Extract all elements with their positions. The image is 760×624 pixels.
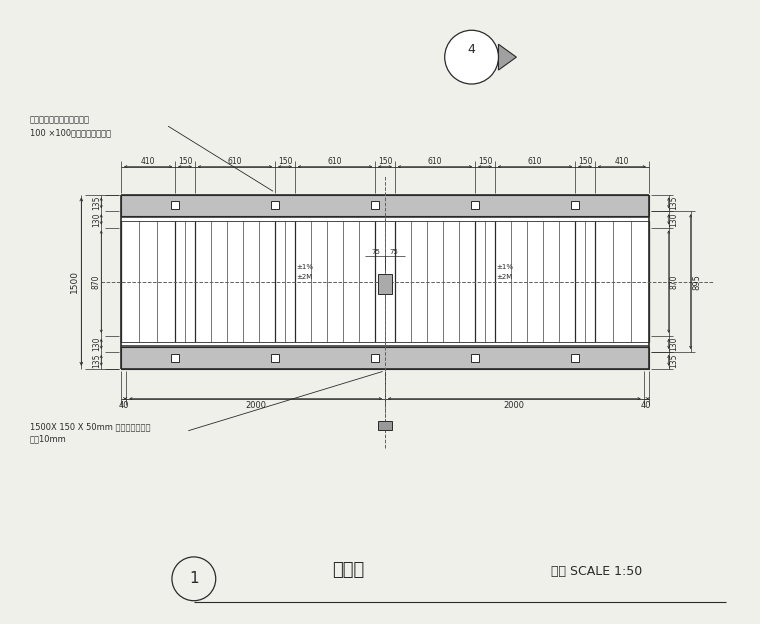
Text: 135: 135 xyxy=(670,196,678,210)
Text: 135: 135 xyxy=(92,196,101,210)
Bar xyxy=(571,354,579,362)
Text: 610: 610 xyxy=(328,157,342,166)
Text: 1: 1 xyxy=(189,572,198,587)
Text: 40: 40 xyxy=(641,401,651,410)
Text: 75: 75 xyxy=(390,249,398,255)
Text: 1500: 1500 xyxy=(70,270,79,293)
Text: 610: 610 xyxy=(228,157,242,166)
Text: 870: 870 xyxy=(92,275,101,289)
Text: 平面图: 平面图 xyxy=(332,561,364,579)
Bar xyxy=(371,354,379,362)
Bar xyxy=(471,354,479,362)
Bar xyxy=(271,202,279,210)
Text: ±2M: ±2M xyxy=(296,274,313,280)
Text: 2000: 2000 xyxy=(245,401,266,410)
Text: 130: 130 xyxy=(670,212,678,227)
Bar xyxy=(378,274,392,293)
Bar xyxy=(271,354,279,362)
Bar xyxy=(171,354,179,362)
Text: 1500X 150 X 50mm 樿子板防露水板: 1500X 150 X 50mm 樿子板防露水板 xyxy=(30,422,150,431)
Text: 610: 610 xyxy=(428,157,442,166)
Bar xyxy=(121,347,649,369)
Text: 150: 150 xyxy=(378,157,392,166)
Bar xyxy=(378,421,392,431)
Bar xyxy=(121,195,649,369)
Bar xyxy=(371,202,379,210)
Text: 135: 135 xyxy=(92,353,101,368)
Text: 2000: 2000 xyxy=(504,401,525,410)
Text: 比例 SCALE 1:50: 比例 SCALE 1:50 xyxy=(552,565,643,578)
Text: 150: 150 xyxy=(578,157,592,166)
Text: ±1%: ±1% xyxy=(296,264,313,270)
Text: 130: 130 xyxy=(670,336,678,351)
Text: 150: 150 xyxy=(178,157,192,166)
Text: 4: 4 xyxy=(467,42,476,56)
Bar xyxy=(121,195,649,217)
Text: 135: 135 xyxy=(670,353,678,368)
Circle shape xyxy=(445,30,499,84)
Text: ±1%: ±1% xyxy=(496,264,513,270)
Text: 100 ×100樿子板际前木立柱: 100 ×100樿子板际前木立柱 xyxy=(30,129,111,137)
Text: 150: 150 xyxy=(478,157,492,166)
Text: 895: 895 xyxy=(692,274,701,290)
Text: 铁预固定件外侧黑色氟碳漆: 铁预固定件外侧黑色氟碳漆 xyxy=(30,115,90,124)
Bar xyxy=(171,202,179,210)
Text: ±2M: ±2M xyxy=(497,274,513,280)
Text: 75: 75 xyxy=(372,249,381,255)
Text: 870: 870 xyxy=(670,275,678,289)
Text: 410: 410 xyxy=(615,157,629,166)
Text: 410: 410 xyxy=(141,157,155,166)
Bar xyxy=(571,202,579,210)
Text: 130: 130 xyxy=(92,336,101,351)
Text: 130: 130 xyxy=(92,212,101,227)
Text: 40: 40 xyxy=(119,401,129,410)
Text: 150: 150 xyxy=(277,157,293,166)
Text: 留缠10mm: 留缠10mm xyxy=(30,434,66,443)
Text: 610: 610 xyxy=(527,157,542,166)
Bar xyxy=(471,202,479,210)
Polygon shape xyxy=(499,44,516,70)
